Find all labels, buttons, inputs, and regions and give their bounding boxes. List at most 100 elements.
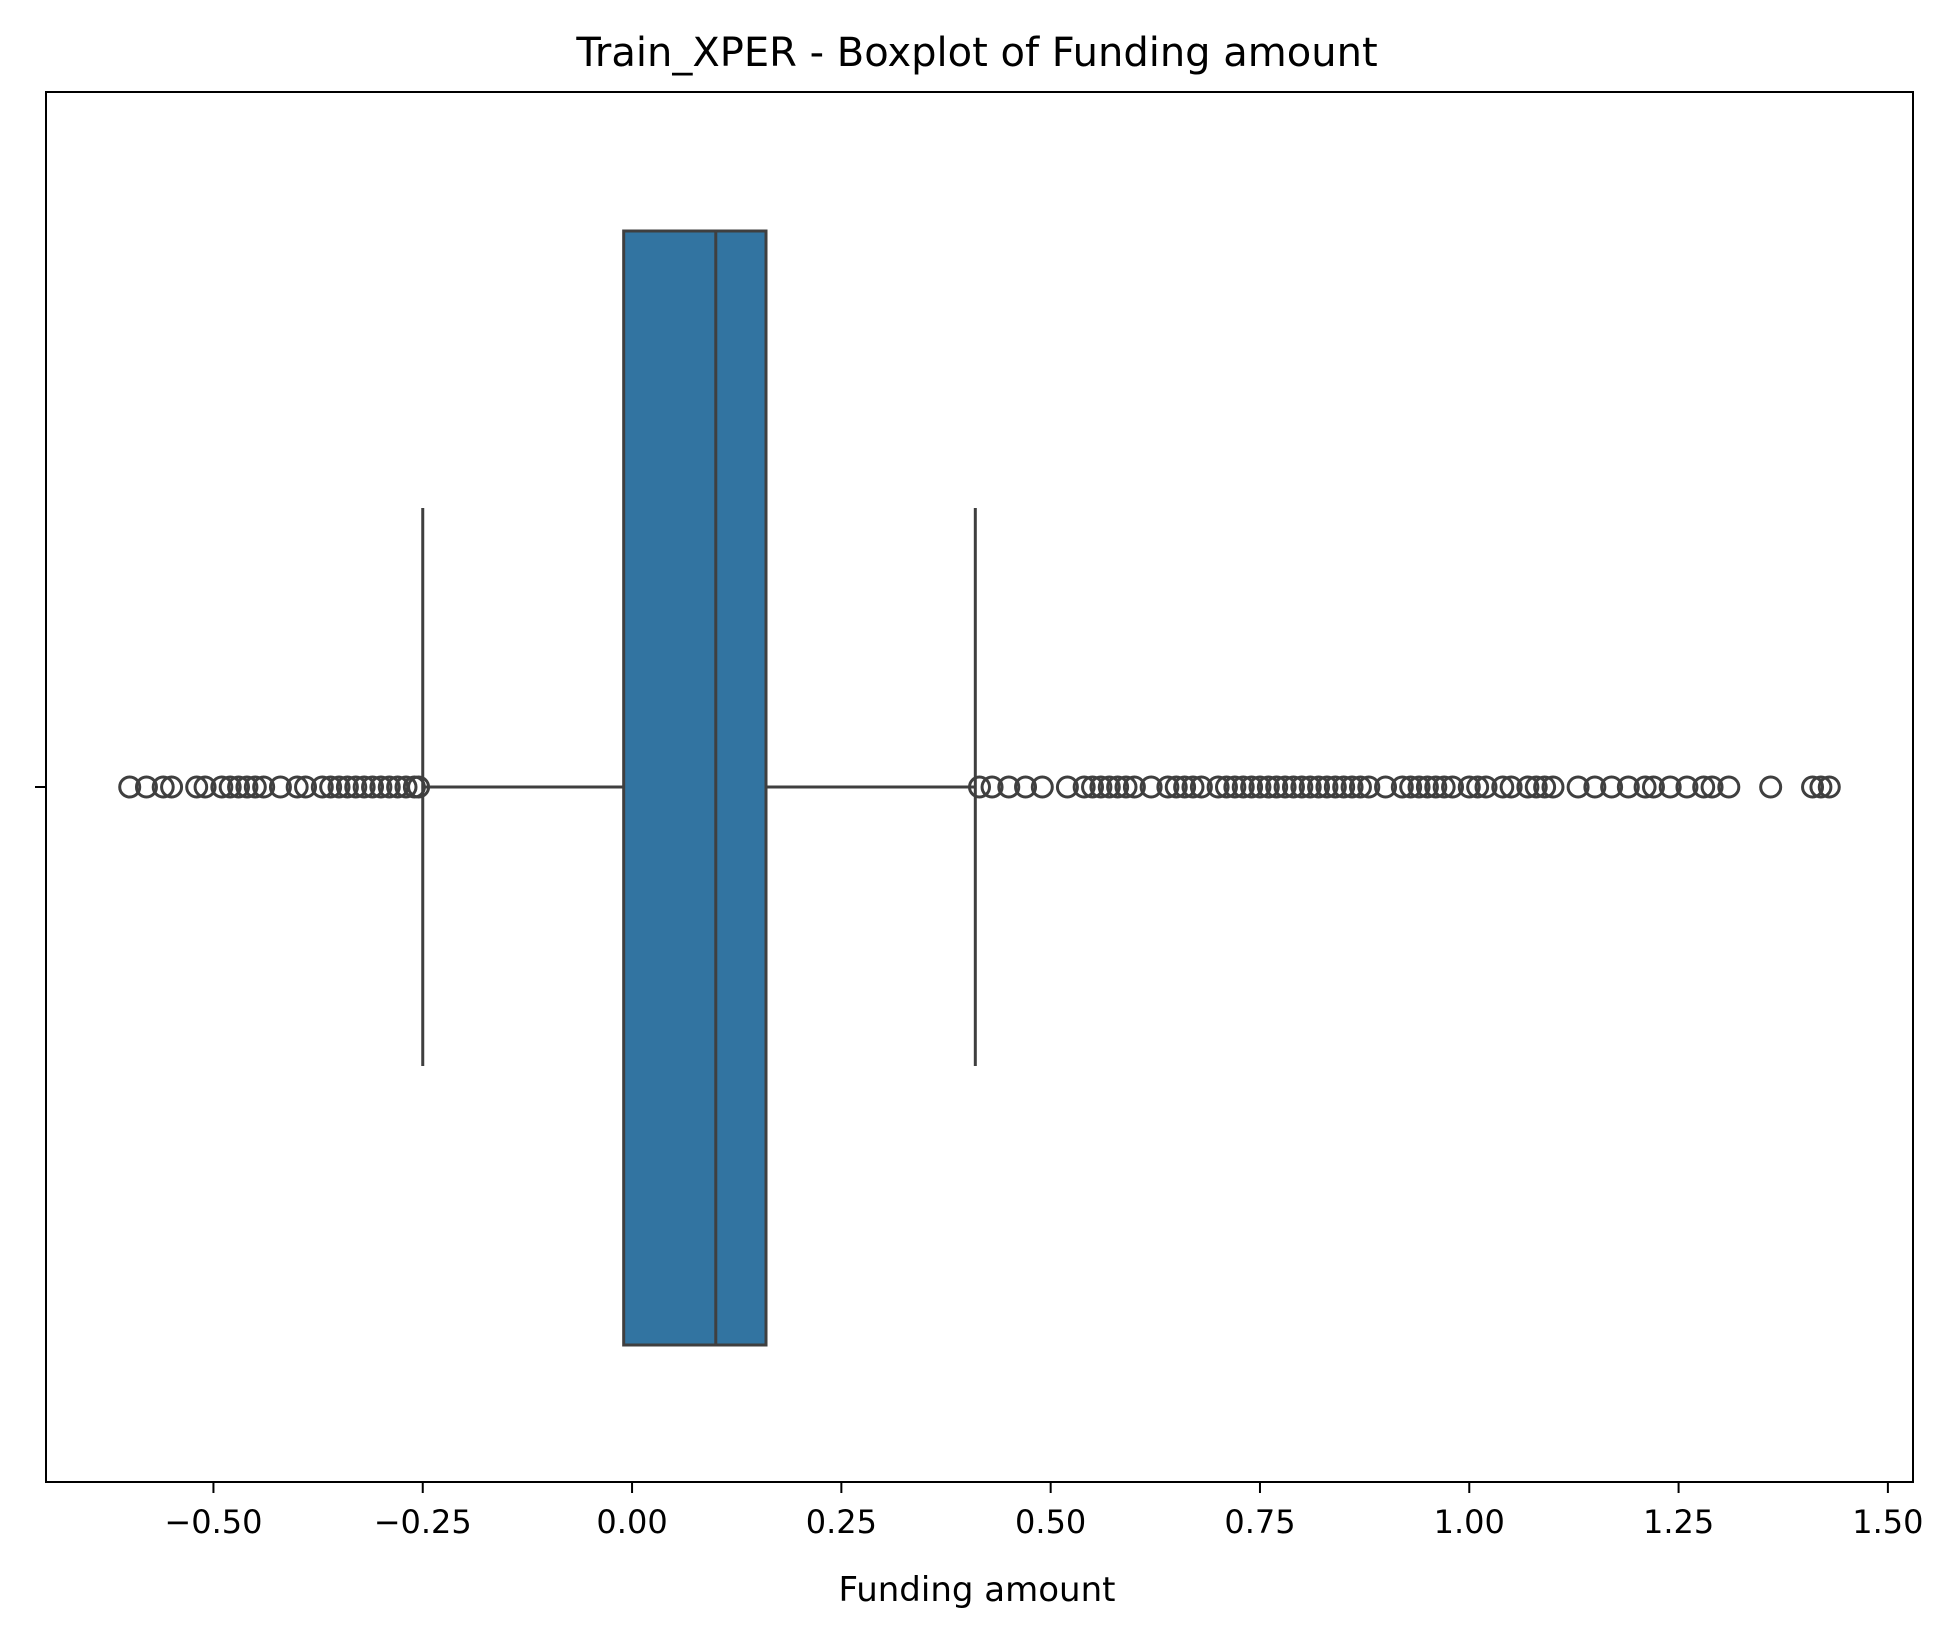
- outlier-point: [252, 775, 276, 799]
- outlier-point: [319, 775, 343, 799]
- outlier-point: [1407, 775, 1431, 799]
- chart-title: Train_XPER - Boxplot of Funding amount: [575, 30, 1377, 76]
- outlier-point: [1307, 775, 1331, 799]
- outlier-point: [1759, 775, 1783, 799]
- outlier-point: [1432, 775, 1456, 799]
- outlier-point: [1499, 775, 1523, 799]
- outlier-point: [1122, 775, 1146, 799]
- outlier-point: [1692, 775, 1716, 799]
- outlier-point: [377, 775, 401, 799]
- outlier-point: [1323, 775, 1347, 799]
- outlier-point: [1583, 775, 1607, 799]
- outlier-point: [1817, 775, 1841, 799]
- outlier-point: [1357, 775, 1381, 799]
- outlier-point: [1466, 775, 1490, 799]
- outlier-point: [1717, 775, 1741, 799]
- outlier-point: [980, 775, 1004, 799]
- outlier-point: [407, 775, 431, 799]
- outlier-point: [285, 775, 309, 799]
- x-tick-label: 1.25: [1643, 1503, 1714, 1541]
- outlier-point: [369, 775, 393, 799]
- outlier-point: [352, 775, 376, 799]
- outlier-point: [1265, 775, 1289, 799]
- plot-area-frame: [45, 91, 1914, 1483]
- outlier-point: [327, 775, 351, 799]
- outlier-point: [1616, 775, 1640, 799]
- x-axis-label: Funding amount: [839, 1570, 1116, 1610]
- outlier-point: [1072, 775, 1096, 799]
- outlier-point: [1315, 775, 1339, 799]
- outlier-point: [1600, 775, 1624, 799]
- outlier-point: [151, 775, 175, 799]
- outlier-point: [1541, 775, 1565, 799]
- outlier-point: [160, 775, 184, 799]
- outlier-point: [1415, 775, 1439, 799]
- outlier-point: [243, 775, 267, 799]
- x-tick-label: 1.50: [1852, 1503, 1923, 1541]
- outlier-point: [1390, 775, 1414, 799]
- outlier-point: [1399, 775, 1423, 799]
- outlier-point: [1700, 775, 1724, 799]
- outlier-point: [1566, 775, 1590, 799]
- outlier-point: [1106, 775, 1130, 799]
- outlier-point: [1231, 775, 1255, 799]
- outlier-point: [997, 775, 1021, 799]
- outlier-point: [210, 775, 234, 799]
- outlier-point: [344, 775, 368, 799]
- outlier-point: [1089, 775, 1113, 799]
- x-tick-label: 0.25: [806, 1503, 877, 1541]
- outlier-point: [1641, 775, 1665, 799]
- outlier-point: [185, 775, 209, 799]
- outlier-point: [1055, 775, 1079, 799]
- outlier-point: [1164, 775, 1188, 799]
- x-tick-label: −0.50: [164, 1503, 262, 1541]
- outlier-point: [134, 775, 158, 799]
- outlier-point: [394, 775, 418, 799]
- x-tick-label: 0.50: [1015, 1503, 1086, 1541]
- outlier-point: [1240, 775, 1264, 799]
- outlier-point: [1533, 775, 1557, 799]
- outlier-point: [227, 775, 251, 799]
- outlier-point: [1273, 775, 1297, 799]
- outlier-point: [1248, 775, 1272, 799]
- outlier-point: [1030, 775, 1054, 799]
- outlier-point: [294, 775, 318, 799]
- x-tick-label: 0.75: [1224, 1503, 1295, 1541]
- outlier-point: [1516, 775, 1540, 799]
- outlier-point: [1474, 775, 1498, 799]
- outlier-point: [1139, 775, 1163, 799]
- outlier-point: [1181, 775, 1205, 799]
- outlier-point: [1524, 775, 1548, 799]
- x-tick-label: 0.00: [596, 1503, 667, 1541]
- outlier-point: [1223, 775, 1247, 799]
- outlier-point: [1114, 775, 1138, 799]
- outlier-point: [1801, 775, 1825, 799]
- outlier-point: [1281, 775, 1305, 799]
- outlier-point: [1457, 775, 1481, 799]
- outlier-point: [1633, 775, 1657, 799]
- outlier-point: [1424, 775, 1448, 799]
- outlier-point: [1290, 775, 1314, 799]
- outlier-point: [193, 775, 217, 799]
- outlier-point: [310, 775, 334, 799]
- outlier-point: [218, 775, 242, 799]
- outlier-point: [1214, 775, 1238, 799]
- outlier-point: [268, 775, 292, 799]
- outlier-point: [1348, 775, 1372, 799]
- outlier-point: [1809, 775, 1833, 799]
- outlier-point: [1256, 775, 1280, 799]
- outlier-point: [1156, 775, 1180, 799]
- outlier-point: [361, 775, 385, 799]
- outlier-point: [335, 775, 359, 799]
- outlier-point: [1374, 775, 1398, 799]
- outlier-point: [1491, 775, 1515, 799]
- outlier-point: [1340, 775, 1364, 799]
- outlier-point: [1658, 775, 1682, 799]
- outlier-point: [118, 775, 142, 799]
- x-tick-label: −0.25: [374, 1503, 472, 1541]
- iqr-box: [622, 229, 768, 1347]
- outlier-point: [1675, 775, 1699, 799]
- outlier-point: [1441, 775, 1465, 799]
